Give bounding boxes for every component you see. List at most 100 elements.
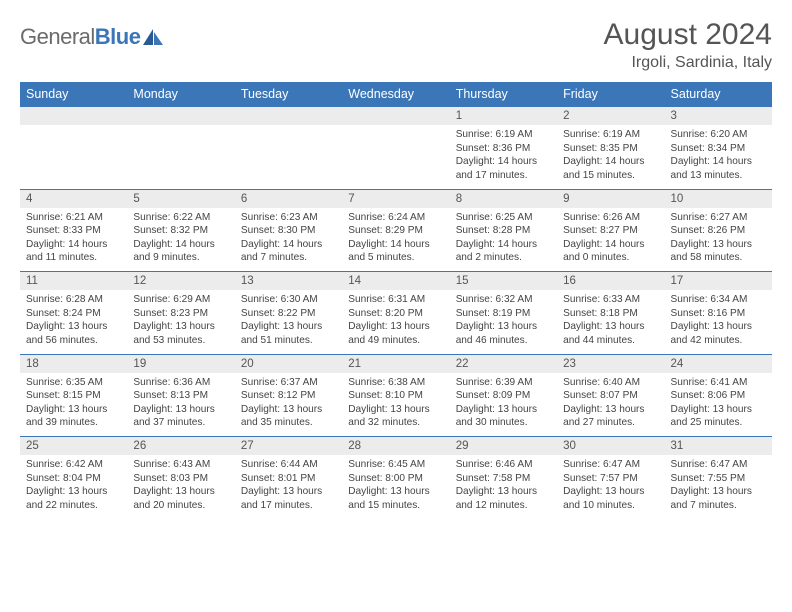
day-cell: 1Sunrise: 6:19 AM Sunset: 8:36 PM Daylig…	[450, 107, 557, 190]
week-row: 18Sunrise: 6:35 AM Sunset: 8:15 PM Dayli…	[20, 354, 772, 437]
day-cell: 4Sunrise: 6:21 AM Sunset: 8:33 PM Daylig…	[20, 189, 127, 272]
day-number: 2	[557, 107, 664, 124]
daynum-row: 15	[450, 272, 557, 290]
day-cell: 29Sunrise: 6:46 AM Sunset: 7:58 PM Dayli…	[450, 437, 557, 519]
day-body: Sunrise: 6:25 AM Sunset: 8:28 PM Dayligh…	[450, 208, 557, 272]
day-body: Sunrise: 6:41 AM Sunset: 8:06 PM Dayligh…	[665, 373, 772, 437]
day-body: Sunrise: 6:21 AM Sunset: 8:33 PM Dayligh…	[20, 208, 127, 272]
daynum-row: 31	[665, 437, 772, 455]
daynum-row: 9	[557, 190, 664, 208]
day-cell: 16Sunrise: 6:33 AM Sunset: 8:18 PM Dayli…	[557, 272, 664, 355]
day-body	[235, 125, 342, 183]
daynum-row	[127, 107, 234, 125]
day-body: Sunrise: 6:39 AM Sunset: 8:09 PM Dayligh…	[450, 373, 557, 437]
day-number: 18	[20, 355, 127, 372]
day-body: Sunrise: 6:38 AM Sunset: 8:10 PM Dayligh…	[342, 373, 449, 437]
day-cell: 28Sunrise: 6:45 AM Sunset: 8:00 PM Dayli…	[342, 437, 449, 519]
day-number	[342, 107, 449, 112]
day-number: 10	[665, 190, 772, 207]
day-body: Sunrise: 6:47 AM Sunset: 7:55 PM Dayligh…	[665, 455, 772, 519]
daynum-row: 20	[235, 355, 342, 373]
day-number: 8	[450, 190, 557, 207]
daynum-row: 14	[342, 272, 449, 290]
day-cell: 9Sunrise: 6:26 AM Sunset: 8:27 PM Daylig…	[557, 189, 664, 272]
day-number: 4	[20, 190, 127, 207]
month-title: August 2024	[604, 18, 772, 52]
day-body: Sunrise: 6:32 AM Sunset: 8:19 PM Dayligh…	[450, 290, 557, 354]
daynum-row: 6	[235, 190, 342, 208]
daynum-row: 30	[557, 437, 664, 455]
day-body: Sunrise: 6:24 AM Sunset: 8:29 PM Dayligh…	[342, 208, 449, 272]
dayname-wednesday: Wednesday	[342, 82, 449, 107]
daynum-row: 25	[20, 437, 127, 455]
day-cell	[20, 107, 127, 190]
day-number	[235, 107, 342, 112]
day-cell: 10Sunrise: 6:27 AM Sunset: 8:26 PM Dayli…	[665, 189, 772, 272]
day-number: 31	[665, 437, 772, 454]
day-number: 27	[235, 437, 342, 454]
day-number: 11	[20, 272, 127, 289]
day-number: 17	[665, 272, 772, 289]
day-body: Sunrise: 6:44 AM Sunset: 8:01 PM Dayligh…	[235, 455, 342, 519]
day-body: Sunrise: 6:23 AM Sunset: 8:30 PM Dayligh…	[235, 208, 342, 272]
day-number: 23	[557, 355, 664, 372]
daynum-row: 29	[450, 437, 557, 455]
daynum-row: 28	[342, 437, 449, 455]
day-number: 3	[665, 107, 772, 124]
day-cell: 31Sunrise: 6:47 AM Sunset: 7:55 PM Dayli…	[665, 437, 772, 519]
day-number	[20, 107, 127, 112]
daynum-row: 19	[127, 355, 234, 373]
dayname-thursday: Thursday	[450, 82, 557, 107]
day-body: Sunrise: 6:42 AM Sunset: 8:04 PM Dayligh…	[20, 455, 127, 519]
day-cell: 25Sunrise: 6:42 AM Sunset: 8:04 PM Dayli…	[20, 437, 127, 519]
day-body: Sunrise: 6:40 AM Sunset: 8:07 PM Dayligh…	[557, 373, 664, 437]
day-number: 7	[342, 190, 449, 207]
daynum-row	[235, 107, 342, 125]
day-cell	[127, 107, 234, 190]
daynum-row: 1	[450, 107, 557, 125]
daynum-row: 10	[665, 190, 772, 208]
daynum-row: 8	[450, 190, 557, 208]
day-body: Sunrise: 6:30 AM Sunset: 8:22 PM Dayligh…	[235, 290, 342, 354]
day-cell: 8Sunrise: 6:25 AM Sunset: 8:28 PM Daylig…	[450, 189, 557, 272]
day-body: Sunrise: 6:47 AM Sunset: 7:57 PM Dayligh…	[557, 455, 664, 519]
daynum-row: 3	[665, 107, 772, 125]
day-cell: 18Sunrise: 6:35 AM Sunset: 8:15 PM Dayli…	[20, 354, 127, 437]
day-body: Sunrise: 6:19 AM Sunset: 8:36 PM Dayligh…	[450, 125, 557, 189]
day-number: 29	[450, 437, 557, 454]
day-body: Sunrise: 6:37 AM Sunset: 8:12 PM Dayligh…	[235, 373, 342, 437]
day-body: Sunrise: 6:45 AM Sunset: 8:00 PM Dayligh…	[342, 455, 449, 519]
day-body: Sunrise: 6:46 AM Sunset: 7:58 PM Dayligh…	[450, 455, 557, 519]
day-number: 24	[665, 355, 772, 372]
location: Irgoli, Sardinia, Italy	[604, 54, 772, 72]
day-number: 12	[127, 272, 234, 289]
day-number: 19	[127, 355, 234, 372]
day-number: 20	[235, 355, 342, 372]
day-cell: 11Sunrise: 6:28 AM Sunset: 8:24 PM Dayli…	[20, 272, 127, 355]
day-number: 30	[557, 437, 664, 454]
day-number: 28	[342, 437, 449, 454]
day-body: Sunrise: 6:27 AM Sunset: 8:26 PM Dayligh…	[665, 208, 772, 272]
week-row: 4Sunrise: 6:21 AM Sunset: 8:33 PM Daylig…	[20, 189, 772, 272]
day-cell: 3Sunrise: 6:20 AM Sunset: 8:34 PM Daylig…	[665, 107, 772, 190]
calendar-table: Sunday Monday Tuesday Wednesday Thursday…	[20, 82, 772, 519]
day-cell: 26Sunrise: 6:43 AM Sunset: 8:03 PM Dayli…	[127, 437, 234, 519]
daynum-row: 12	[127, 272, 234, 290]
day-body: Sunrise: 6:28 AM Sunset: 8:24 PM Dayligh…	[20, 290, 127, 354]
logo: GeneralBlue	[20, 24, 165, 50]
daynum-row: 4	[20, 190, 127, 208]
daynum-row: 2	[557, 107, 664, 125]
day-number: 6	[235, 190, 342, 207]
day-number: 25	[20, 437, 127, 454]
week-row: 11Sunrise: 6:28 AM Sunset: 8:24 PM Dayli…	[20, 272, 772, 355]
dayname-saturday: Saturday	[665, 82, 772, 107]
dayname-sunday: Sunday	[20, 82, 127, 107]
day-cell: 30Sunrise: 6:47 AM Sunset: 7:57 PM Dayli…	[557, 437, 664, 519]
day-body: Sunrise: 6:29 AM Sunset: 8:23 PM Dayligh…	[127, 290, 234, 354]
day-body: Sunrise: 6:43 AM Sunset: 8:03 PM Dayligh…	[127, 455, 234, 519]
day-cell: 21Sunrise: 6:38 AM Sunset: 8:10 PM Dayli…	[342, 354, 449, 437]
day-body: Sunrise: 6:36 AM Sunset: 8:13 PM Dayligh…	[127, 373, 234, 437]
day-number: 13	[235, 272, 342, 289]
daynum-row: 13	[235, 272, 342, 290]
day-cell: 24Sunrise: 6:41 AM Sunset: 8:06 PM Dayli…	[665, 354, 772, 437]
